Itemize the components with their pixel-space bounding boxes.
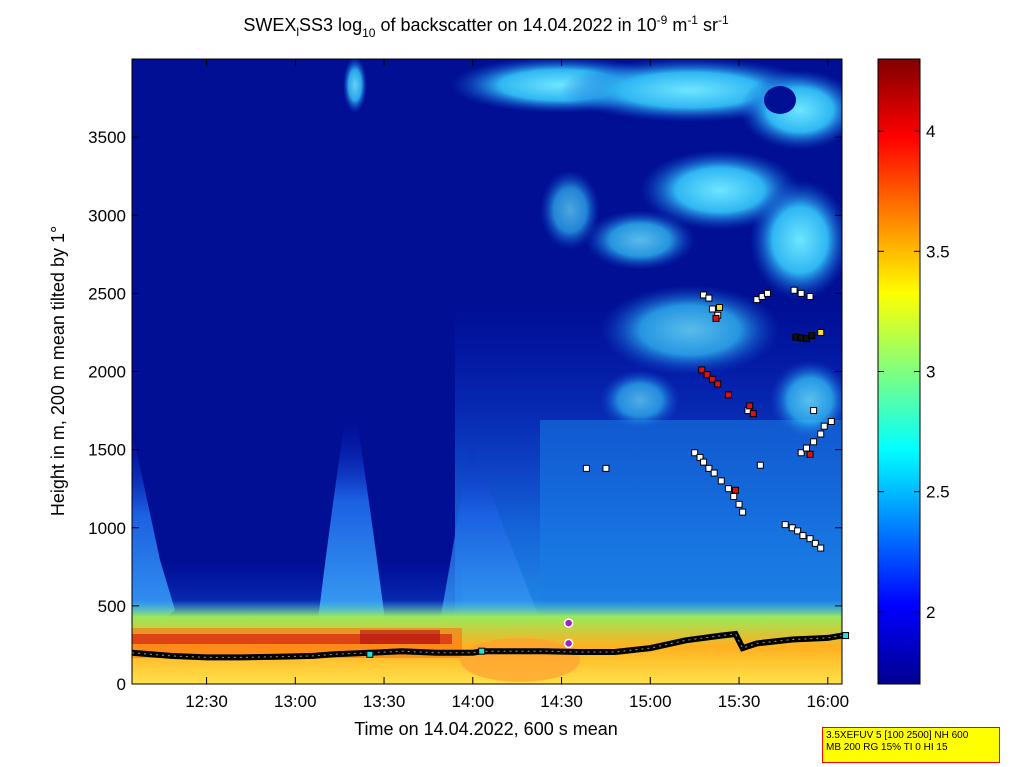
backscatter-heatmap — [132, 59, 842, 684]
y-tick-label: 500 — [98, 597, 126, 616]
marker-white — [811, 539, 819, 547]
marker-red — [703, 371, 711, 379]
marker-red — [732, 486, 739, 494]
y-tick-label: 3500 — [88, 128, 126, 147]
marker-red — [724, 391, 732, 399]
marker-red — [712, 314, 720, 322]
y-tick-label: 3000 — [88, 206, 126, 225]
marker-yellow — [716, 303, 724, 311]
marker-red — [698, 366, 706, 374]
marker-white — [820, 422, 828, 430]
marker-white — [705, 294, 713, 302]
marker-white — [827, 418, 835, 425]
y-tick-label: 2500 — [88, 284, 126, 303]
marker-white — [691, 449, 699, 457]
x-tick-label: 14:30 — [540, 692, 583, 711]
marker-white — [756, 461, 764, 469]
y-tick-label: 1500 — [88, 441, 126, 460]
info-line-1: 3.5XEFUV 5 [100 2500] NH 600 — [826, 730, 969, 741]
marker-white — [724, 485, 732, 493]
x-axis: 12:30 13:00 13:30 14:00 14:30 15:00 15:30 16:00 — [185, 59, 849, 711]
y-axis: 0 500 1000 1500 2000 2500 3000 3500 — [88, 128, 842, 694]
boundary-layer-highlight — [131, 633, 843, 658]
marker-white — [790, 286, 798, 294]
colorbar-tick-label: 3.5 — [926, 242, 950, 261]
cloud-base-markers — [366, 286, 850, 658]
marker-white — [735, 500, 743, 508]
marker-white — [797, 289, 805, 297]
marker-white — [810, 438, 818, 446]
marker-red — [749, 410, 757, 418]
colorbar-tick-label: 3 — [926, 363, 935, 382]
colorbar — [877, 58, 921, 685]
marker-white — [810, 407, 818, 415]
marker-white — [799, 532, 807, 540]
info-line-2: MB 200 RG 15% TI 0 HI 15 — [826, 742, 948, 753]
marker-white — [705, 464, 713, 472]
x-tick-label: 16:00 — [807, 692, 850, 711]
chart-title: SWEXlSS3 log10 of backscatter on 14.04.2… — [243, 13, 729, 40]
x-axis-label: Time on 14.04.2022, 600 s mean — [354, 719, 618, 739]
marker-cyan — [478, 647, 486, 655]
x-tick-label: 15:00 — [629, 692, 672, 711]
marker-white — [763, 289, 771, 297]
marker-purple — [563, 618, 574, 628]
marker-white — [817, 544, 825, 552]
marker-white — [806, 293, 814, 300]
marker-white — [806, 535, 814, 543]
boundary-layer-track — [131, 630, 843, 661]
colorbar-axis: 2 2.5 3 3.5 4 — [878, 122, 950, 622]
y-tick-label: 0 — [117, 675, 126, 694]
marker-red — [746, 402, 754, 410]
marker-red — [714, 380, 722, 388]
marker-white — [602, 464, 610, 472]
marker-white — [817, 430, 825, 438]
marker-white — [582, 464, 590, 472]
marker-white — [803, 444, 810, 452]
marker-white — [710, 469, 718, 477]
marker-white — [696, 453, 704, 461]
x-tick-label: 13:30 — [363, 692, 406, 711]
marker-red — [708, 375, 716, 383]
y-tick-label: 1000 — [88, 519, 126, 538]
settings-info-box: 3.5XEFUV 5 [100 2500] NH 600 MB 200 RG 1… — [822, 727, 1000, 763]
marker-red — [806, 450, 814, 458]
marker-white — [794, 527, 802, 535]
marker-white — [717, 477, 725, 485]
x-tick-label: 15:30 — [718, 692, 761, 711]
marker-cyan — [842, 632, 850, 640]
x-tick-label: 13:00 — [274, 692, 317, 711]
marker-yellow — [817, 328, 825, 336]
x-tick-label: 12:30 — [185, 692, 228, 711]
x-tick-label: 14:00 — [452, 692, 495, 711]
marker-black — [808, 332, 816, 340]
marker-white — [708, 305, 716, 313]
colorbar-tick-label: 2.5 — [926, 483, 950, 502]
marker-white — [739, 508, 747, 516]
y-tick-label: 2000 — [88, 363, 126, 382]
marker-white — [730, 493, 738, 500]
marker-white — [700, 458, 708, 466]
marker-white — [797, 449, 805, 457]
colorbar-tick-label: 4 — [926, 122, 935, 141]
marker-cyan — [366, 650, 374, 658]
colorbar-tick-label: 2 — [926, 603, 935, 622]
marker-white — [781, 521, 789, 529]
marker-purple — [563, 638, 574, 649]
y-axis-label: Height in m, 200 m mean tilted by 1° — [48, 226, 68, 516]
